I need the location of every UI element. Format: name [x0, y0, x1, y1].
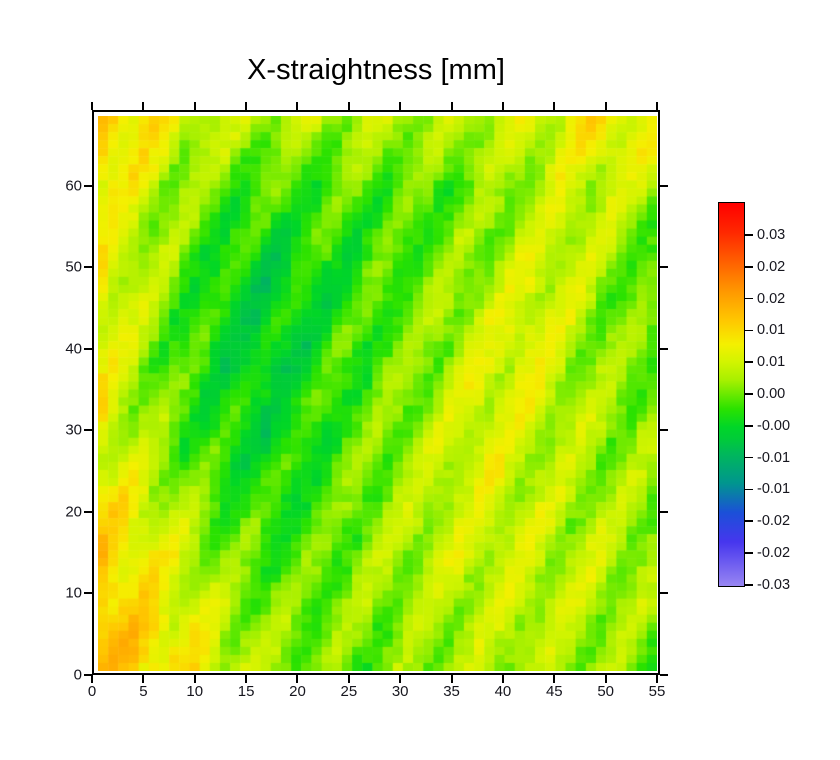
colorbar-tick: [745, 297, 753, 300]
x-axis-tick: [501, 675, 504, 683]
y-axis-tick-label: 30: [65, 421, 82, 439]
colorbar-tick-label: 0.01: [757, 322, 786, 339]
y-axis-tick: [84, 347, 92, 350]
colorbar-tick: [745, 234, 753, 236]
x-axis-top-tick: [656, 102, 659, 110]
x-axis-tick: [347, 675, 350, 683]
colorbar-tick: [745, 425, 753, 427]
colorbar-tick: [745, 584, 753, 586]
y-axis-tick-label: 40: [65, 340, 82, 358]
colorbar-tick: [745, 456, 753, 459]
y-axis-tick-label: 0: [73, 666, 82, 684]
y-axis-tick: [84, 674, 92, 676]
x-axis-top-tick: [142, 102, 145, 110]
colorbar-tick-label: -0.01: [757, 481, 791, 498]
x-axis-top-tick: [245, 102, 248, 110]
colorbar-tick: [745, 361, 753, 363]
x-axis-tick: [142, 675, 145, 683]
colorbar-tick-label: -0.00: [757, 417, 791, 434]
x-axis-tick-label: 40: [494, 683, 512, 700]
colorbar-tick-label: 0.00: [757, 385, 786, 402]
colorbar-tick: [745, 266, 753, 268]
x-axis-top-tick: [399, 102, 402, 110]
colorbar-tick: [745, 329, 753, 332]
colorbar-tick-label: -0.01: [757, 449, 791, 466]
y-axis-tick: [84, 510, 92, 513]
x-axis-tick: [604, 675, 607, 683]
x-axis-tick-label: 35: [443, 683, 460, 700]
x-axis-tick-label: 30: [391, 683, 409, 700]
colorbar: [718, 202, 745, 587]
x-axis-tick-label: 15: [237, 683, 255, 700]
x-axis-tick-label: 0: [87, 683, 97, 700]
chart-title: X-straightness [mm]: [247, 54, 505, 86]
x-axis-tick: [296, 675, 299, 683]
x-axis-tick-label: 50: [597, 683, 614, 700]
x-axis-tick: [656, 675, 659, 683]
x-axis-top-tick: [553, 102, 556, 110]
colorbar-tick-label: -0.03: [757, 576, 791, 593]
x-axis-tick: [399, 675, 402, 683]
x-axis-tick: [245, 675, 248, 683]
colorbar-tick: [745, 552, 753, 554]
y-axis-tick-label: 50: [65, 258, 82, 276]
colorbar-tick-label: 0.03: [757, 226, 786, 243]
x-axis-tick: [553, 675, 556, 683]
x-axis-tick: [450, 675, 453, 683]
colorbar-tick-label: 0.02: [757, 258, 786, 275]
y-axis-right-tick: [660, 592, 668, 595]
y-axis-tick: [84, 266, 92, 269]
y-axis-right-tick: [660, 429, 668, 432]
x-axis-top-tick: [501, 102, 504, 110]
x-axis-tick-label: 5: [139, 683, 148, 700]
x-axis-top-tick: [296, 102, 299, 110]
colorbar-tick: [745, 488, 753, 491]
x-axis-tick-label: 45: [545, 683, 563, 700]
y-axis-right-tick: [660, 510, 668, 513]
y-axis-right-tick: [660, 266, 668, 269]
y-axis-right-tick: [660, 184, 668, 187]
x-axis-tick-label: 20: [289, 683, 306, 700]
plot-area: [92, 110, 660, 675]
colorbar-tick-label: 0.01: [757, 353, 786, 370]
x-axis-tick-label: 25: [340, 683, 358, 700]
colorbar-tick-label: 0.02: [757, 290, 786, 307]
y-axis-right-tick: [660, 347, 668, 350]
x-axis-tick-label: 10: [186, 683, 204, 700]
x-axis-tick: [91, 675, 93, 683]
colorbar-tick: [745, 393, 753, 395]
y-axis-tick-label: 60: [65, 177, 82, 195]
y-axis-right-tick: [660, 674, 668, 676]
x-axis-top-tick: [604, 102, 607, 110]
x-axis-top-tick: [450, 102, 453, 110]
x-axis-tick: [193, 675, 196, 683]
y-axis-tick: [84, 592, 92, 595]
colorbar-tick-label: -0.02: [757, 512, 791, 529]
heatmap-canvas: [98, 116, 657, 671]
y-axis-tick: [84, 429, 92, 432]
colorbar-tick-label: -0.02: [757, 544, 791, 561]
x-axis-top-tick: [347, 102, 350, 110]
colorbar-tick: [745, 520, 753, 522]
x-axis-top-tick: [193, 102, 196, 110]
y-axis-tick-label: 10: [65, 584, 82, 602]
y-axis-tick-label: 20: [65, 503, 82, 521]
x-axis-tick-label: 55: [648, 683, 666, 700]
x-axis-top-tick: [91, 102, 93, 110]
y-axis-tick: [84, 184, 92, 187]
